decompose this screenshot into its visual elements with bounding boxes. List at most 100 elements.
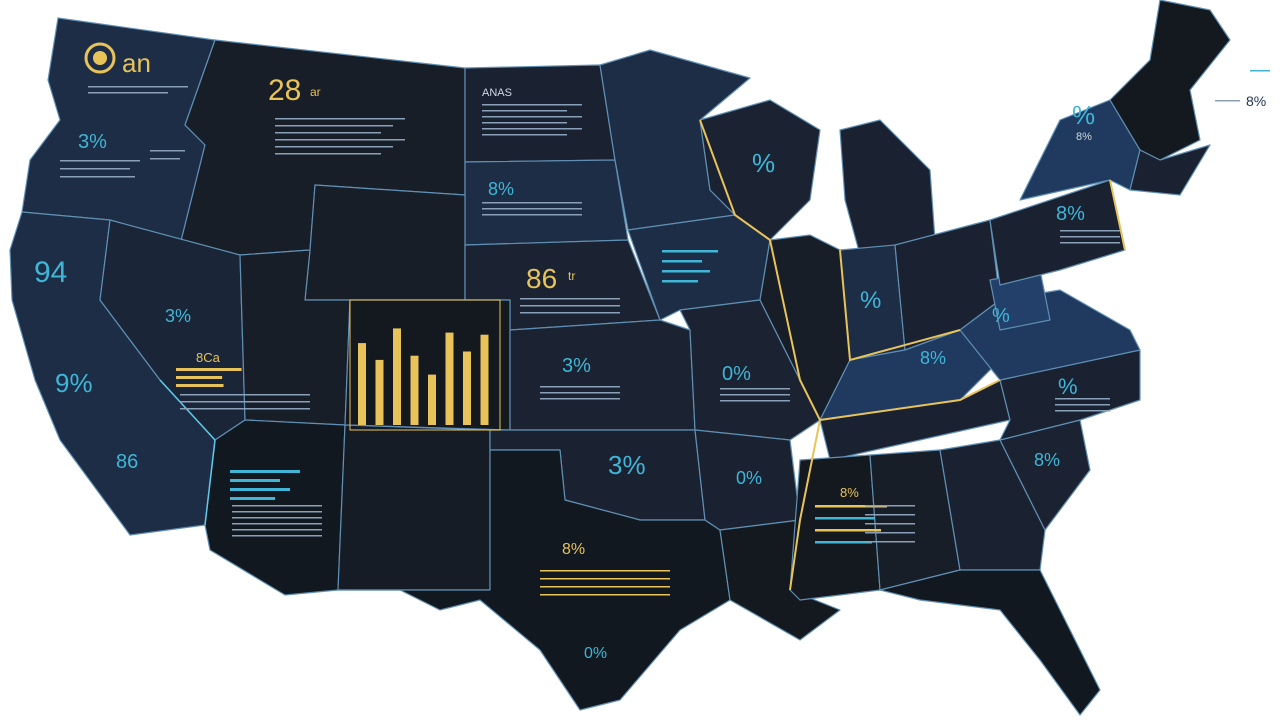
text-line	[1215, 100, 1240, 102]
text-line	[275, 132, 381, 134]
label-louisiana: 8%	[840, 485, 859, 500]
text-line	[180, 408, 310, 410]
text-line	[815, 529, 881, 532]
text-line	[1055, 410, 1110, 412]
text-line	[520, 305, 620, 307]
label-montana: 28	[268, 74, 301, 107]
text-line	[275, 139, 405, 141]
text-line	[232, 529, 322, 531]
label-montana-sub: ar	[310, 85, 321, 99]
region-florida	[879, 569, 1101, 716]
label-pacific-nw: 3%	[78, 131, 107, 153]
label-nebraska: 86	[526, 263, 557, 294]
label-texas-north: 8%	[562, 541, 585, 558]
label-utah: 8Ca	[196, 350, 221, 365]
region-new-mexico	[337, 424, 491, 591]
text-line	[275, 118, 405, 120]
text-line	[865, 532, 915, 534]
logo-ring-icon	[84, 42, 116, 74]
text-line	[88, 86, 188, 88]
bar	[393, 328, 401, 425]
cyan-borders	[159, 379, 216, 526]
region-pennsylvania	[989, 179, 1126, 286]
text-line	[520, 312, 620, 314]
logo: an	[84, 42, 151, 78]
text-line	[865, 523, 915, 525]
highlight-borders	[699, 119, 1126, 591]
label-north-dakota: ANAS	[482, 87, 512, 99]
label-nebraska-sub: tr	[568, 269, 575, 283]
bar	[428, 374, 436, 425]
text-line	[150, 158, 180, 160]
text-line	[482, 134, 567, 136]
bar	[375, 359, 384, 425]
text-line	[815, 541, 872, 544]
text-line	[540, 570, 670, 572]
text-line	[540, 578, 670, 580]
label-kansas: 3%	[562, 355, 591, 377]
text-line	[180, 401, 310, 403]
text-line	[176, 368, 242, 371]
text-line	[232, 517, 322, 519]
text-line	[232, 511, 322, 513]
label-california-south: 86	[116, 451, 138, 473]
region-new-england-south	[1129, 144, 1211, 196]
label-california-pct: 9%	[55, 368, 93, 398]
text-line	[482, 128, 582, 130]
text-line	[230, 488, 290, 491]
text-line	[540, 594, 670, 596]
region-mississippi	[789, 454, 881, 601]
text-line	[520, 298, 620, 300]
text-line	[232, 535, 322, 537]
text-line	[815, 505, 887, 508]
bar	[463, 351, 471, 425]
label-texas-south: 0%	[584, 645, 607, 662]
text-line	[662, 260, 702, 263]
label-oklahoma: 3%	[608, 450, 646, 480]
text-line	[540, 386, 620, 388]
bar	[445, 332, 454, 425]
text-line	[230, 479, 280, 482]
bar-cluster-frame	[349, 299, 501, 431]
text-line	[1060, 242, 1120, 244]
region-wyoming	[304, 184, 466, 301]
text-line	[60, 176, 135, 178]
label-north-carolina: %	[1058, 374, 1078, 399]
text-line	[662, 270, 710, 273]
logo-text: an	[122, 48, 151, 78]
text-line	[482, 214, 582, 216]
text-line	[865, 541, 915, 543]
text-line	[865, 514, 915, 516]
text-line	[720, 400, 790, 402]
text-line	[176, 384, 224, 387]
label-south-dakota: 8%	[488, 179, 514, 199]
label-west-virginia: %	[992, 305, 1010, 327]
text-line	[1055, 398, 1110, 400]
text-line	[540, 586, 670, 588]
bar-cluster	[358, 328, 489, 425]
label-new-york-sub: 8%	[1076, 131, 1092, 143]
label-wisconsin: %	[752, 148, 775, 178]
region-kansas	[509, 319, 696, 431]
label-new-york: %	[1072, 100, 1095, 130]
region-texas	[337, 449, 731, 711]
bar	[480, 334, 489, 425]
text-line	[1250, 70, 1270, 72]
label-maine-corner: 8%	[1246, 93, 1266, 109]
text-line	[815, 517, 875, 520]
text-line	[60, 168, 130, 170]
logo-dot-icon	[93, 51, 107, 65]
text-line	[230, 470, 300, 473]
text-line	[232, 505, 322, 507]
bar	[358, 343, 366, 425]
region-wisconsin	[699, 99, 821, 241]
region-pacific-northwest	[21, 17, 216, 246]
text-line	[540, 392, 620, 394]
text-line	[720, 388, 790, 390]
text-line	[482, 202, 582, 204]
label-missouri: 0%	[722, 363, 751, 385]
label-california: 94	[34, 256, 67, 289]
text-line	[60, 160, 140, 162]
text-line	[482, 208, 582, 210]
